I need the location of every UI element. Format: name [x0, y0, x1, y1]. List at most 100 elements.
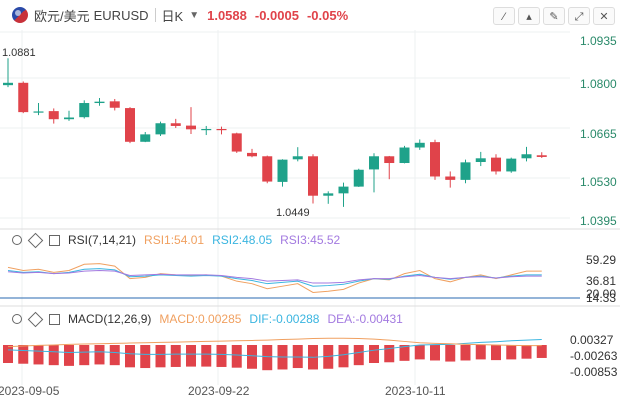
last-price: 1.0588 [207, 7, 247, 23]
rsi1-line [7, 263, 542, 293]
candle-body-21 [323, 193, 334, 196]
add-icon[interactable] [49, 313, 60, 325]
rsi2-value: RSI2:48.05 [212, 233, 273, 247]
separator [154, 8, 156, 22]
y-tick-3: 1.0530 [580, 175, 617, 189]
y-tick-1: 1.0800 [580, 77, 617, 91]
candle-body-11 [170, 123, 181, 126]
candle-body-30 [460, 162, 471, 180]
candle-body-29 [445, 176, 456, 180]
macd-bar-28 [430, 345, 440, 361]
date-label-0: 2023-09-05 [0, 384, 60, 398]
macd-value: MACD:0.00285 [159, 312, 242, 326]
candle-body-24 [369, 156, 379, 170]
macd-bar-14 [216, 345, 227, 367]
rsi-header: RSI(7,14,21) RSI1:54.01 RSI2:48.05 RSI3:… [12, 232, 348, 248]
low-annotation: 1.0449 [276, 207, 310, 219]
candle-body-22 [338, 186, 349, 194]
macd-bar-1 [18, 345, 29, 364]
candle-body-32 [491, 157, 501, 172]
macd-bar-31 [475, 345, 486, 360]
chevron-down-icon[interactable]: ▼ [189, 9, 200, 21]
rsi3-line [7, 270, 542, 284]
dea-value: DEA:-0.00431 [327, 312, 403, 326]
rsi-name: RSI(7,14,21) [68, 233, 137, 247]
macd-bar-8 [125, 345, 135, 368]
macd-bar-34 [521, 345, 532, 359]
rsi-tick-2: 14.33 [586, 291, 616, 305]
macd-bar-0 [3, 345, 13, 363]
candle-body-27 [414, 142, 425, 148]
macd-bar-21 [323, 345, 334, 369]
macd-bar-13 [201, 345, 212, 367]
rsi-tick-1: 36.81 [586, 274, 616, 288]
candle-body-20 [308, 156, 318, 196]
candle-body-35 [536, 155, 547, 157]
candle-body-14 [216, 128, 227, 131]
candle-body-8 [125, 108, 135, 142]
macd-bar-6 [94, 345, 105, 365]
macd-bar-11 [170, 345, 181, 367]
close-icon[interactable]: ✕ [593, 7, 615, 25]
candle-body-25 [384, 156, 395, 164]
macd-bar-9 [140, 345, 151, 369]
macd-bar-5 [79, 345, 90, 366]
macd-bar-23 [353, 345, 364, 366]
expand-icon[interactable]: ⤢ [568, 7, 590, 25]
macd-bar-3 [48, 345, 59, 366]
candle-body-16 [247, 152, 257, 157]
symbol: EURUSD [93, 7, 149, 23]
candle-body-18 [277, 159, 288, 182]
candle-body-15 [231, 133, 242, 152]
macd-header: MACD(12,26,9) MACD:0.00285 DIF:-0.00288 … [12, 311, 411, 327]
macd-bar-15 [231, 345, 242, 368]
add-icon[interactable] [49, 234, 60, 246]
macd-bar-27 [414, 345, 425, 360]
brush-icon[interactable]: ✎ [543, 7, 565, 25]
candle-body-3 [48, 111, 59, 120]
macd-bar-35 [536, 345, 547, 358]
price-change: -0.0005 [254, 7, 299, 23]
candle-body-4 [64, 117, 74, 120]
rsi2-line [7, 268, 542, 287]
timeframe-selector[interactable]: 日K [161, 8, 184, 24]
macd-bar-33 [506, 345, 517, 360]
macd-tick-2: -0.00853 [570, 365, 618, 379]
macd-bar-7 [109, 345, 120, 366]
macd-bar-29 [445, 345, 456, 362]
y-tick-2: 1.0665 [580, 127, 617, 141]
macd-bar-26 [399, 345, 410, 361]
candle-body-13 [201, 128, 212, 131]
eye-icon[interactable] [12, 314, 22, 324]
dea-line [7, 337, 542, 348]
macd-bar-12 [186, 345, 196, 367]
macd-tick-1: -0.00263 [570, 349, 618, 363]
rsi1-value: RSI1:54.01 [144, 233, 205, 247]
dif-value: DIF:-0.00288 [249, 312, 320, 326]
grid-lines [0, 30, 620, 385]
macd-bar-25 [384, 345, 395, 363]
draw-icon[interactable]: ⁄ [493, 7, 515, 25]
line-tool-icon[interactable]: ▴ [518, 7, 540, 25]
candle-body-5 [79, 103, 90, 118]
y-tick-0: 1.0935 [580, 34, 617, 48]
candle-body-2 [33, 111, 44, 113]
date-label-2: 2023-10-11 [385, 384, 446, 398]
date-label-1: 2023-09-22 [188, 384, 250, 398]
y-tick-4: 1.0395 [580, 214, 617, 228]
candle-body-34 [521, 154, 532, 159]
macd-bar-22 [338, 345, 349, 368]
settings-icon[interactable] [27, 311, 44, 327]
candle-body-1 [18, 82, 29, 113]
candle-body-33 [506, 158, 517, 172]
candle-body-6 [94, 101, 105, 104]
eu-us-flag-icon [12, 7, 28, 23]
candle-body-7 [109, 101, 120, 108]
macd-bar-32 [491, 345, 501, 361]
eye-icon[interactable] [12, 235, 22, 245]
pair-name: 欧元/美元 [34, 8, 90, 24]
settings-icon[interactable] [27, 232, 44, 248]
candle-body-10 [155, 123, 166, 135]
chart-header: 欧元/美元 EURUSD 日K ▼ 1.0588 -0.0005 -0.05% [0, 0, 620, 30]
